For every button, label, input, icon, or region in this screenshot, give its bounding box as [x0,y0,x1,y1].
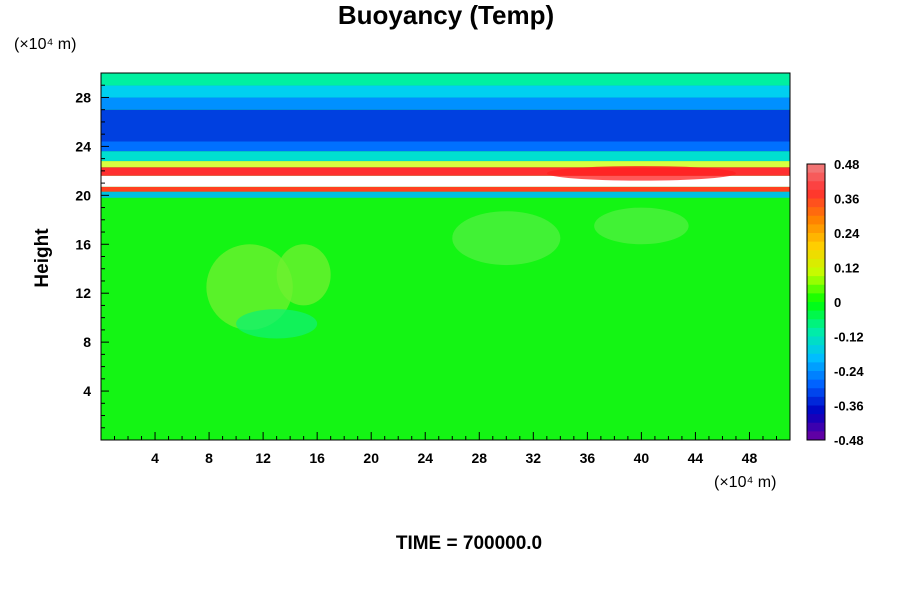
heatmap-band-0 [101,197,790,440]
colorbar-swatch [807,267,825,277]
colorbar-swatch [807,405,825,415]
colorbar-swatch [807,302,825,312]
colorbar-tick-label: 0.12 [834,261,859,276]
colorbar-swatch [807,431,825,441]
x-tick-label: 20 [363,450,379,466]
colorbar-swatch [807,293,825,303]
x-axis-unit: (×10⁴ m) [714,474,776,491]
y-tick-label: 28 [75,89,91,105]
x-tick-label: 8 [205,450,213,466]
colorbar-swatch [807,258,825,268]
x-tick-label: 24 [417,450,433,466]
heatmap-anomaly-2 [452,211,561,266]
x-tick-label: 12 [255,450,271,466]
x-tick-label: 16 [309,450,325,466]
colorbar-swatch [807,250,825,260]
heatmap-band-10 [101,85,790,98]
x-tick-label: 32 [526,450,542,466]
colorbar-swatch [807,362,825,372]
x-tick-label: 36 [580,450,596,466]
heatmap-bands [101,73,790,440]
heatmap-anomaly-0 [206,244,293,330]
heatmap-band-2 [101,186,790,192]
y-tick-label: 4 [83,383,91,399]
heatmap-band-7 [101,141,790,152]
x-tick-label: 44 [688,450,704,466]
colorbar-swatch [807,198,825,208]
colorbar-swatch [807,414,825,424]
colorbar-tick-label: -0.24 [834,364,864,379]
colorbar-frame [806,163,826,441]
heatmap-anomaly-3 [594,207,689,245]
x-tick-label: 48 [742,450,758,466]
y-tick-label: 12 [75,285,91,301]
colorbar-swatch [807,215,825,225]
colorbar-swatch [807,164,825,174]
colorbar-tick-label: 0.36 [834,192,859,207]
colorbar-swatch [807,181,825,191]
heatmap-plot-area [100,72,791,441]
colorbar-swatch [807,189,825,199]
colorbar-swatch [807,388,825,398]
y-axis-unit: (×10⁴ m) [14,36,76,53]
colorbar-tick-label: -0.48 [834,433,864,448]
colorbar-tick-label: -0.12 [834,330,864,345]
colorbar-swatch [807,310,825,320]
heatmap-anomaly-1 [276,244,331,306]
colorbar-swatch [807,319,825,329]
heatmap-band-5 [101,161,790,168]
heatmap-anomaly-4 [236,309,318,339]
colorbar-tick-label: 0.48 [834,157,859,172]
y-axis: 4 8 12 16 20 24 28 [75,84,109,429]
heatmap-band-9 [101,97,790,110]
x-axis: 4 8 12 16 20 24 28 32 36 40 44 48 [114,432,777,466]
colorbar-swatch [807,336,825,346]
heatmap-band-1 [101,191,790,198]
colorbar-swatch [807,207,825,217]
colorbar-tick-label: 0.24 [834,226,860,241]
colorbar-swatch [807,276,825,286]
colorbar-swatch [807,396,825,406]
colorbar-swatch [807,172,825,182]
colorbar-swatch [807,422,825,432]
y-tick-label: 8 [83,334,91,350]
colorbar-tick-label: -0.36 [834,399,864,414]
heatmap-band-4 [101,167,790,176]
x-tick-label: 28 [471,450,487,466]
colorbar: 0.48 0.36 0.24 0.12 0 -0.12 -0.24 -0.36 -0.48 [806,157,864,448]
time-label: TIME = 700000.0 [396,533,542,554]
colorbar-swatch [807,353,825,363]
colorbar-tick-label: 0 [834,295,841,310]
heatmap-band-6 [101,151,790,162]
colorbar-swatch [807,327,825,337]
colorbar-swatch [807,345,825,355]
chart-title: Buoyancy (Temp) [338,0,554,30]
heatmap-anomaly-5 [546,165,736,181]
heatmap-band-8 [101,109,790,142]
colorbar-swatch [807,379,825,389]
colorbar-swatch [807,284,825,294]
y-axis-label: Height [32,228,53,288]
colorbar-swatch [807,224,825,234]
y-tick-label: 20 [75,187,91,203]
colorbar-swatch [807,371,825,381]
heatmap-anomalies [206,165,736,339]
y-tick-label: 16 [75,236,91,252]
heatmap-band-3 [101,175,790,187]
y-tick-label: 24 [75,138,91,154]
x-tick-label: 4 [151,450,159,466]
colorbar-swatch [807,233,825,243]
colorbar-swatch [807,241,825,251]
heatmap-band-11 [101,73,790,86]
x-tick-label: 40 [634,450,650,466]
